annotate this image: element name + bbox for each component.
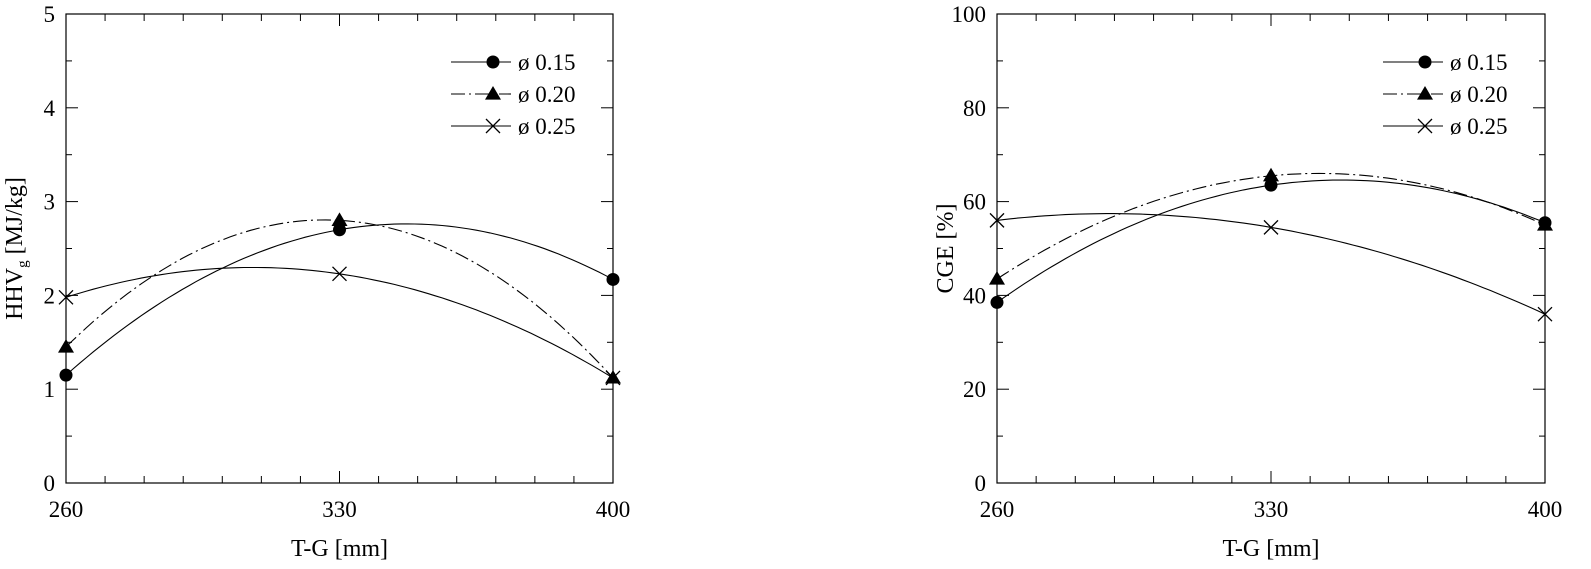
chart-panel-1: 0 1 2 3 4 5 260 330 400 T-G [mm] HHVg [MJ/kg] ø 0.1…	[2, 2, 630, 562]
y-tick-label: 60	[963, 190, 986, 215]
legend: ø 0.15 ø 0.20 ø 0.25	[451, 50, 576, 139]
x-tick-label: 400	[1528, 497, 1563, 522]
legend-label: ø 0.25	[518, 114, 576, 139]
y-axis-label-main: CGE [%]	[933, 204, 959, 294]
legend-label: ø 0.25	[1450, 114, 1508, 139]
x-tick-label: 400	[596, 497, 631, 522]
y-axis-label: HHVg [MJ/kg]	[2, 177, 31, 320]
y-tick-label: 100	[952, 2, 987, 27]
legend-marker	[1417, 86, 1433, 100]
legend-marker	[1418, 55, 1432, 69]
y-tick-label: 40	[963, 283, 986, 308]
data-point-series-3	[1263, 219, 1279, 235]
x-tick-label: 330	[322, 497, 357, 522]
chart-panel-2: 0 20 40 60 80 100 260 330 400 T-G [mm] CGE [%] ø 0.…	[933, 2, 1562, 562]
data-point-series-2	[331, 212, 348, 226]
legend: ø 0.15 ø 0.20 ø 0.25	[1383, 50, 1508, 139]
data-point-series-3	[989, 212, 1005, 228]
y-axis-label-main: HHV	[2, 267, 28, 320]
legend-marker	[485, 118, 501, 134]
x-axis-label: T-G [mm]	[1222, 536, 1319, 562]
y-tick-label: 80	[963, 96, 986, 121]
x-tick-label: 330	[1254, 497, 1289, 522]
legend-label: ø 0.15	[518, 50, 576, 75]
series-line-1	[996, 179, 1546, 303]
x-tick-label: 260	[980, 497, 1015, 522]
data-point-series-1	[606, 272, 620, 286]
series-line-1	[65, 223, 614, 376]
data-point-series-2	[1263, 167, 1279, 182]
data-point-series-1	[990, 295, 1004, 309]
data-point-series-3	[605, 370, 621, 386]
x-axis-label: T-G [mm]	[291, 536, 388, 562]
data-point-series-3	[332, 266, 347, 282]
data-point-series-1	[1264, 178, 1278, 192]
y-axis-label-subscript: g	[15, 260, 31, 268]
series-line-3	[996, 213, 1546, 315]
legend-marker	[1417, 118, 1433, 134]
y-axis-label: CGE [%]	[933, 204, 959, 294]
y-tick-label: 20	[963, 377, 986, 402]
x-tick-label: 260	[49, 497, 84, 522]
data-point-series-2	[989, 270, 1005, 285]
data-point-series-2	[605, 369, 621, 384]
y-tick-label: 5	[44, 2, 56, 27]
legend-marker	[485, 86, 501, 100]
y-tick-label: 4	[44, 96, 56, 121]
series-line-2	[65, 219, 614, 379]
data-point-series-2	[58, 338, 74, 353]
data-point-series-3	[1537, 306, 1553, 322]
y-tick-label: 0	[44, 471, 56, 496]
legend-label: ø 0.20	[1450, 82, 1508, 107]
y-tick-label: 2	[44, 283, 56, 308]
data-point-series-3	[58, 289, 74, 305]
legend-label: ø 0.20	[518, 82, 576, 107]
legend-marker	[486, 55, 500, 69]
y-tick-label: 1	[44, 377, 56, 402]
data-point-series-1	[59, 368, 73, 382]
data-point-series-2	[1537, 217, 1553, 231]
data-point-series-1	[333, 223, 346, 237]
y-axis-label-unit: [MJ/kg]	[2, 177, 28, 260]
legend-label: ø 0.15	[1450, 50, 1508, 75]
series-line-3	[65, 266, 614, 379]
y-tick-label: 0	[975, 471, 987, 496]
y-tick-label: 3	[44, 190, 56, 215]
